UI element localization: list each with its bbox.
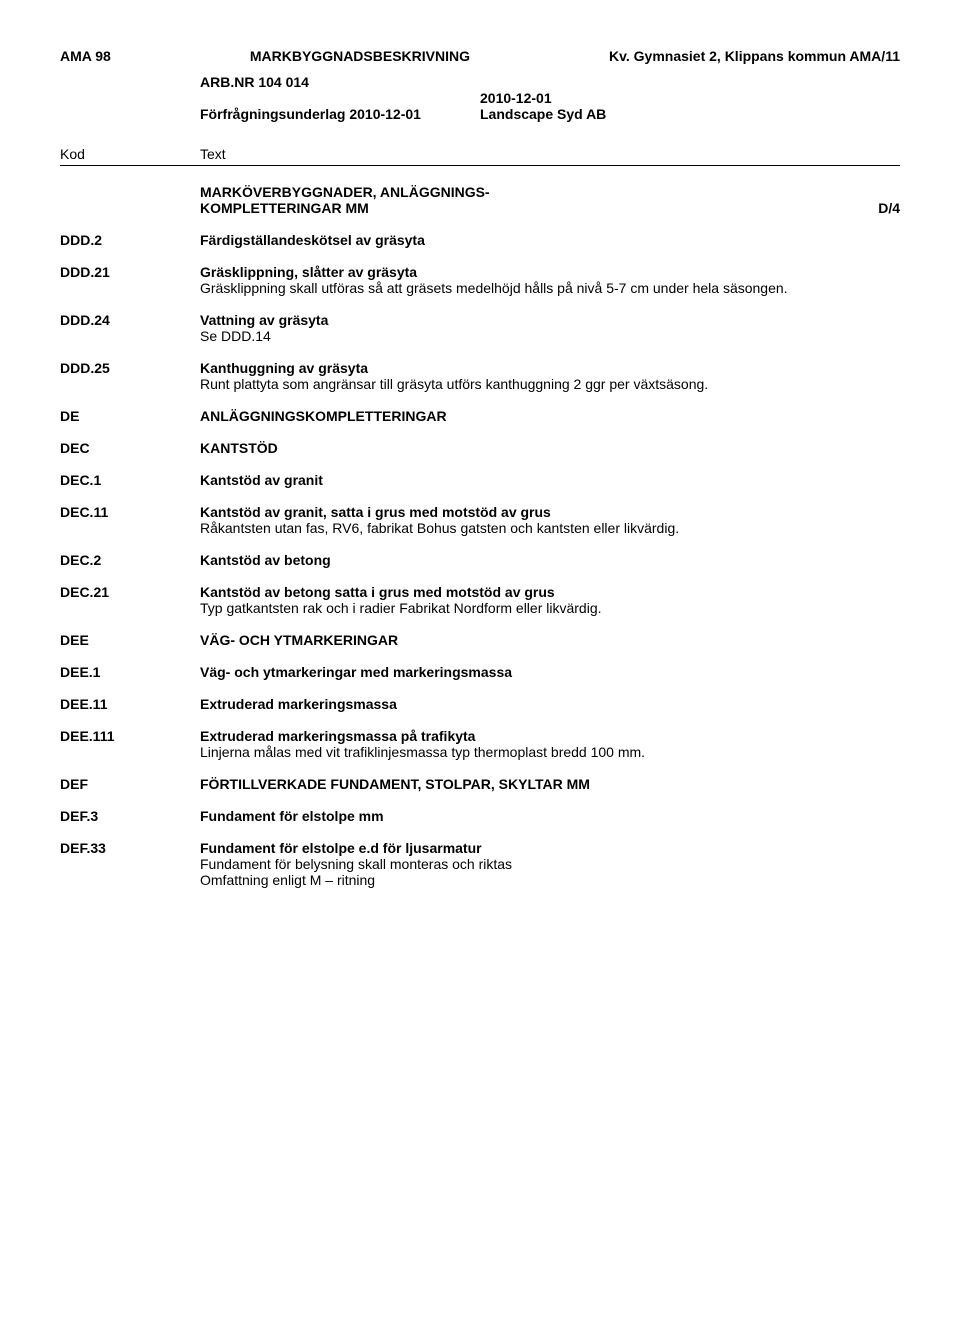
entry-row: DEC.2Kantstöd av betong <box>60 552 900 568</box>
entry-row: DEE.1Väg- och ytmarkeringar med markerin… <box>60 664 900 680</box>
arb-nr: ARB.NR 104 014 <box>200 74 480 90</box>
section-right: D/4 <box>878 200 900 216</box>
entry-title: Fundament för elstolpe mm <box>200 808 900 824</box>
entry-body: Vattning av gräsytaSe DDD.14 <box>200 312 900 344</box>
entry-text: Omfattning enligt M – ritning <box>200 872 900 888</box>
entry-title: Vattning av gräsyta <box>200 312 900 328</box>
entry-body: Kantstöd av granit <box>200 472 900 488</box>
header-company: Landscape Syd AB <box>480 106 606 122</box>
subheader-block: ARB.NR 104 014 2010-12-01 Förfrågningsun… <box>200 74 900 122</box>
entry-title: VÄG- OCH YTMARKERINGAR <box>200 632 900 648</box>
header-date: 2010-12-01 <box>480 90 552 106</box>
entry-row: DEANLÄGGNINGSKOMPLETTERINGAR <box>60 408 900 424</box>
entry-title: Gräsklippning, slåtter av gräsyta <box>200 264 900 280</box>
entry-code: DEE <box>60 632 200 648</box>
entry-text: Råkantsten utan fas, RV6, fabrikat Bohus… <box>200 520 900 536</box>
entry-code: DDD.25 <box>60 360 200 392</box>
column-header-row: Kod Text <box>60 146 900 166</box>
entry-row: DEFFÖRTILLVERKADE FUNDAMENT, STOLPAR, SK… <box>60 776 900 792</box>
header-underlag: Förfrågningsunderlag 2010-12-01 <box>200 106 480 122</box>
header-left: AMA 98 <box>60 48 111 64</box>
entry-row: DEE.11Extruderad markeringsmassa <box>60 696 900 712</box>
entry-body: Fundament för elstolpe mm <box>200 808 900 824</box>
doc-header-row: AMA 98 MARKBYGGNADSBESKRIVNING Kv. Gymna… <box>60 48 900 64</box>
entry-title: Kantstöd av betong <box>200 552 900 568</box>
entry-title: Fundament för elstolpe e.d för ljusarmat… <box>200 840 900 856</box>
entry-row: DEE.111Extruderad markeringsmassa på tra… <box>60 728 900 760</box>
entry-code: DE <box>60 408 200 424</box>
entry-row: DEF.3Fundament för elstolpe mm <box>60 808 900 824</box>
entry-code: DEE.11 <box>60 696 200 712</box>
entry-row: DDD.25Kanthuggning av gräsytaRunt platty… <box>60 360 900 392</box>
entry-text: Runt plattyta som angränsar till gräsyta… <box>200 376 900 392</box>
entry-code: DEC.1 <box>60 472 200 488</box>
entry-code: DEE.1 <box>60 664 200 680</box>
entry-code: DEC.2 <box>60 552 200 568</box>
entry-title: Kantstöd av granit, satta i grus med mot… <box>200 504 900 520</box>
entry-body: VÄG- OCH YTMARKERINGAR <box>200 632 900 648</box>
entry-body: Kantstöd av betong satta i grus med mots… <box>200 584 900 616</box>
header-right-page: 11 <box>885 48 900 64</box>
entry-row: DEF.33Fundament för elstolpe e.d för lju… <box>60 840 900 888</box>
section-header-entry: MARKÖVERBYGGNADER, ANLÄGGNINGS- KOMPLETT… <box>60 184 900 216</box>
entry-text: Fundament för belysning skall monteras o… <box>200 856 900 872</box>
entry-body: Kanthuggning av gräsytaRunt plattyta som… <box>200 360 900 392</box>
entry-row: DECKANTSTÖD <box>60 440 900 456</box>
entry-row: DEC.1Kantstöd av granit <box>60 472 900 488</box>
entry-body: Väg- och ytmarkeringar med markeringsmas… <box>200 664 900 680</box>
entry-title: FÖRTILLVERKADE FUNDAMENT, STOLPAR, SKYLT… <box>200 776 900 792</box>
col-kod: Kod <box>60 146 200 162</box>
header-right-prefix: Kv. Gymnasiet 2, Klippans kommun AMA/ <box>609 48 885 64</box>
entry-body: Kantstöd av betong <box>200 552 900 568</box>
entry-code: DEE.111 <box>60 728 200 760</box>
entry-body: KANTSTÖD <box>200 440 900 456</box>
header-center: MARKBYGGNADSBESKRIVNING <box>250 48 470 64</box>
entries-container: MARKÖVERBYGGNADER, ANLÄGGNINGS- KOMPLETT… <box>60 184 900 888</box>
entry-code: DEF <box>60 776 200 792</box>
entry-body: Kantstöd av granit, satta i grus med mot… <box>200 504 900 536</box>
entry-code: DDD.2 <box>60 232 200 248</box>
entry-title: Kantstöd av granit <box>200 472 900 488</box>
entry-text: Gräsklippning skall utföras så att gräse… <box>200 280 900 296</box>
entry-text: Linjerna målas med vit trafiklinjesmassa… <box>200 744 900 760</box>
entry-title: KANTSTÖD <box>200 440 900 456</box>
entry-title: Kantstöd av betong satta i grus med mots… <box>200 584 900 600</box>
entry-row: DDD.21Gräsklippning, slåtter av gräsytaG… <box>60 264 900 296</box>
entry-code: DEC.21 <box>60 584 200 616</box>
entry-title: Extruderad markeringsmassa <box>200 696 900 712</box>
entry-title: Väg- och ytmarkeringar med markeringsmas… <box>200 664 900 680</box>
header-right: Kv. Gymnasiet 2, Klippans kommun AMA/11 <box>609 48 900 64</box>
entry-code: DEC <box>60 440 200 456</box>
entry-text: Se DDD.14 <box>200 328 900 344</box>
entry-code: DEF.3 <box>60 808 200 824</box>
entry-row: DEC.11Kantstöd av granit, satta i grus m… <box>60 504 900 536</box>
entry-title: ANLÄGGNINGSKOMPLETTERINGAR <box>200 408 900 424</box>
entry-title: Extruderad markeringsmassa på trafikyta <box>200 728 900 744</box>
entry-title: Kanthuggning av gräsyta <box>200 360 900 376</box>
entry-body: Gräsklippning, slåtter av gräsytaGräskli… <box>200 264 900 296</box>
entry-body: Färdigställandeskötsel av gräsyta <box>200 232 900 248</box>
entry-body: ANLÄGGNINGSKOMPLETTERINGAR <box>200 408 900 424</box>
entry-row: DDD.2Färdigställandeskötsel av gräsyta <box>60 232 900 248</box>
entry-body: Fundament för elstolpe e.d för ljusarmat… <box>200 840 900 888</box>
entry-code: DEF.33 <box>60 840 200 888</box>
entry-body: Extruderad markeringsmassa <box>200 696 900 712</box>
section-title-line1: MARKÖVERBYGGNADER, ANLÄGGNINGS- <box>200 184 900 200</box>
entry-code: DEC.11 <box>60 504 200 536</box>
entry-row: DDD.24Vattning av gräsytaSe DDD.14 <box>60 312 900 344</box>
entry-row: DEEVÄG- OCH YTMARKERINGAR <box>60 632 900 648</box>
section-title-line2: KOMPLETTERINGAR MM <box>200 200 369 216</box>
col-text: Text <box>200 146 226 162</box>
entry-code: DDD.21 <box>60 264 200 296</box>
entry-code: DDD.24 <box>60 312 200 344</box>
entry-text: Typ gatkantsten rak och i radier Fabrika… <box>200 600 900 616</box>
entry-body: FÖRTILLVERKADE FUNDAMENT, STOLPAR, SKYLT… <box>200 776 900 792</box>
entry-row: DEC.21Kantstöd av betong satta i grus me… <box>60 584 900 616</box>
entry-title: Färdigställandeskötsel av gräsyta <box>200 232 900 248</box>
entry-body: Extruderad markeringsmassa på trafikytaL… <box>200 728 900 760</box>
